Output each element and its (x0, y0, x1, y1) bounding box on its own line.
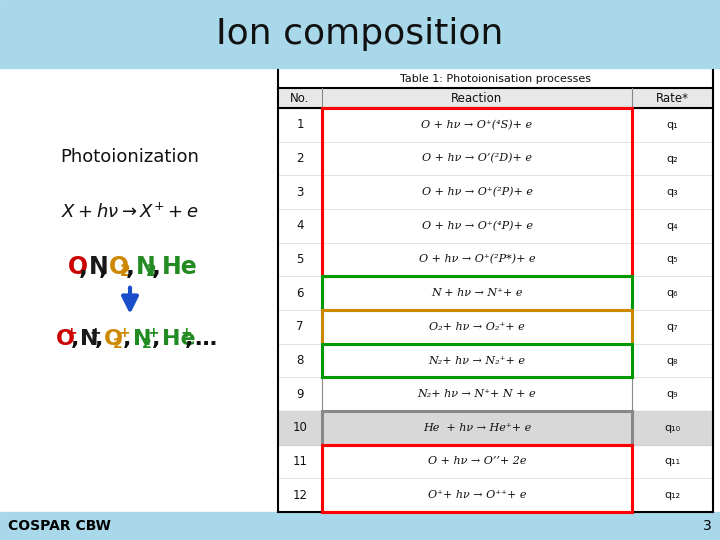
Text: N: N (132, 329, 151, 349)
Text: q₇: q₇ (667, 322, 678, 332)
Text: 11: 11 (292, 455, 307, 468)
Text: N₂+ hν → N⁺+ N + e: N₂+ hν → N⁺+ N + e (418, 389, 536, 399)
Text: 2: 2 (145, 264, 156, 279)
Text: 1: 1 (296, 118, 304, 131)
Text: O: O (109, 255, 129, 279)
Text: N: N (80, 329, 99, 349)
Text: N: N (89, 255, 109, 279)
Bar (0, 512, 720, 540)
Text: ,: , (94, 329, 103, 349)
Bar (0, 0, 720, 68)
Text: O: O (56, 329, 75, 349)
Text: ,: , (78, 255, 87, 279)
Bar (322, 343, 632, 377)
Text: Rate*: Rate* (656, 91, 689, 105)
Text: No.: No. (290, 91, 310, 105)
Text: 2: 2 (296, 152, 304, 165)
Text: O + hν → O⁺(²P)+ e: O + hν → O⁺(²P)+ e (421, 187, 533, 197)
Text: +: + (118, 326, 130, 340)
Text: q₅: q₅ (667, 254, 678, 265)
Text: O + hν → O’(²D)+ e: O + hν → O’(²D)+ e (422, 153, 532, 164)
Text: O⁺+ hν → O⁺⁺+ e: O⁺+ hν → O⁺⁺+ e (428, 490, 526, 500)
Text: 9: 9 (296, 388, 304, 401)
Text: $X + h\nu \rightarrow X^{+} + e$: $X + h\nu \rightarrow X^{+} + e$ (61, 202, 199, 221)
Text: +: + (147, 326, 158, 340)
Text: q₆: q₆ (667, 288, 678, 298)
Text: ,: , (99, 255, 108, 279)
Text: q₉: q₉ (667, 389, 678, 399)
Bar (322, 276, 632, 310)
Text: O + hν → O⁺(²P*)+ e: O + hν → O⁺(²P*)+ e (419, 254, 535, 265)
Text: N: N (135, 255, 156, 279)
Text: O₂+ hν → O₂⁺+ e: O₂+ hν → O₂⁺+ e (429, 322, 525, 332)
Text: q₁₁: q₁₁ (665, 456, 680, 467)
Text: q₁₂: q₁₂ (665, 490, 680, 500)
Text: He  + hν → He⁺+ e: He + hν → He⁺+ e (423, 423, 531, 433)
Text: O: O (68, 255, 89, 279)
Text: 12: 12 (292, 489, 307, 502)
Text: q₃: q₃ (667, 187, 678, 197)
Text: +: + (89, 326, 101, 340)
Text: q₄: q₄ (667, 221, 678, 231)
Text: q₁₀: q₁₀ (665, 423, 680, 433)
Text: ,: , (152, 329, 161, 349)
Text: 3: 3 (703, 519, 712, 533)
Text: N₂+ hν → N₂⁺+ e: N₂+ hν → N₂⁺+ e (428, 355, 526, 366)
Text: 7: 7 (296, 320, 304, 333)
Text: 4: 4 (296, 219, 304, 232)
Text: Table 1: Photoionisation processes: Table 1: Photoionisation processes (400, 74, 591, 84)
Text: O + hν → O⁺(⁴S)+ e: O + hν → O⁺(⁴S)+ e (421, 120, 533, 130)
Text: 3: 3 (297, 186, 304, 199)
Text: +: + (66, 326, 77, 340)
Text: Ion composition: Ion composition (216, 17, 504, 51)
Text: O + hν → O⁺(⁴P)+ e: O + hν → O⁺(⁴P)+ e (421, 221, 533, 231)
Bar (278, 411, 713, 444)
Text: ,: , (185, 329, 194, 349)
Text: 8: 8 (297, 354, 304, 367)
Text: q₈: q₈ (667, 355, 678, 366)
Text: Photoionization: Photoionization (60, 148, 199, 166)
Text: ,: , (123, 329, 132, 349)
Text: …: … (194, 329, 217, 349)
Bar (278, 88, 713, 108)
Text: He: He (162, 255, 198, 279)
Text: COSPAR CBW: COSPAR CBW (8, 519, 111, 533)
Bar (322, 310, 632, 343)
Bar (322, 411, 632, 444)
Text: O + hν → O’’+ 2e: O + hν → O’’+ 2e (428, 456, 526, 467)
Text: q₂: q₂ (667, 153, 678, 164)
Text: O: O (104, 329, 122, 349)
Text: 6: 6 (296, 287, 304, 300)
Text: ,: , (71, 329, 79, 349)
Text: 2: 2 (113, 337, 122, 351)
Text: Reaction: Reaction (451, 91, 503, 105)
Text: He: He (161, 329, 195, 349)
Text: 2: 2 (120, 264, 130, 279)
Bar (322, 444, 632, 512)
Text: +: + (180, 326, 192, 340)
Text: ,: , (125, 255, 134, 279)
Text: ,: , (152, 255, 161, 279)
Text: q₁: q₁ (667, 120, 678, 130)
Text: N + hν → N⁺+ e: N + hν → N⁺+ e (431, 288, 523, 298)
Text: 10: 10 (292, 421, 307, 434)
Bar (322, 108, 632, 276)
Text: 5: 5 (297, 253, 304, 266)
Text: 2: 2 (142, 337, 152, 351)
